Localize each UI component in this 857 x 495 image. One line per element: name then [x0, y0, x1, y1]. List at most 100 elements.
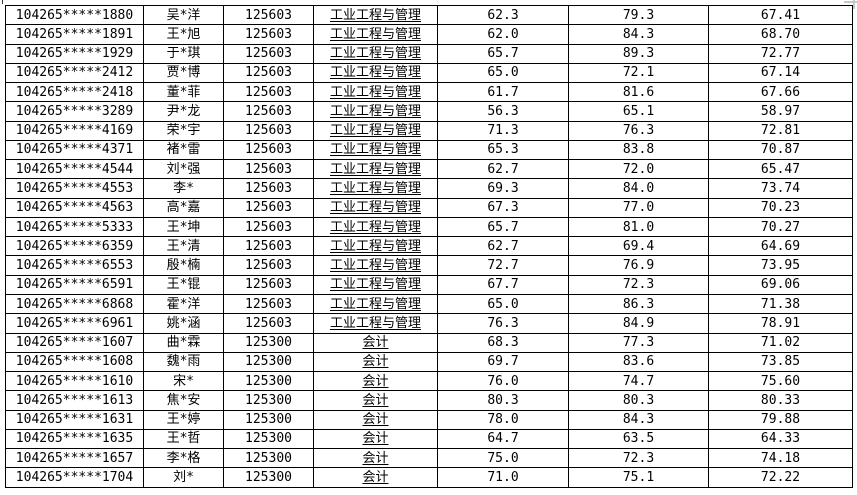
final-score: 67.14 [708, 62, 853, 84]
score-2: 81.0 [568, 216, 709, 238]
table-row: 104265*****1704 刘* 125300 会计 71.0 75.1 72.22 [5, 467, 853, 488]
table-row: 104265*****1657 李*格 125300 会计 75.0 72.3 74.18 [5, 448, 853, 469]
score-2: 65.1 [568, 101, 709, 122]
program-name: 会计 [313, 428, 438, 450]
score-1: 80.3 [437, 390, 569, 411]
candidate-id: 104265*****1891 [5, 24, 144, 45]
candidate-id: 104265*****3289 [5, 101, 144, 122]
final-score: 73.74 [708, 178, 853, 199]
program-name: 工业工程与管理 [313, 216, 438, 238]
candidate-name: 贾*博 [143, 62, 224, 84]
program-code: 125300 [223, 332, 314, 353]
score-1: 71.3 [437, 120, 569, 141]
score-1: 62.7 [437, 236, 569, 257]
final-score: 78.91 [708, 313, 853, 334]
table-row: 104265*****1635 王*哲 125300 会计 64.7 63.5 64.33 [5, 428, 853, 450]
score-2: 83.8 [568, 139, 709, 161]
score-2: 84.3 [568, 24, 709, 45]
results-table: 104265*****1880 吴*洋 125603 工业工程与管理 62.3 79.3 6… [5, 4, 853, 488]
program-code: 125603 [223, 313, 314, 334]
score-2: 72.3 [568, 448, 709, 469]
final-score: 72.22 [708, 467, 853, 488]
final-score: 70.23 [708, 197, 853, 218]
table-row: 104265*****1929 于*琪 125603 工业工程与管理 65.7 89.3 7… [5, 43, 853, 64]
program-name: 工业工程与管理 [313, 43, 438, 64]
score-2: 81.6 [568, 82, 709, 103]
candidate-id: 104265*****1704 [5, 467, 144, 488]
score-2: 84.3 [568, 409, 709, 430]
score-2: 76.9 [568, 255, 709, 276]
score-1: 61.7 [437, 82, 569, 103]
candidate-id: 104265*****6359 [5, 236, 144, 257]
candidate-id: 104265*****4169 [5, 120, 144, 141]
program-code: 125300 [223, 371, 314, 392]
table-row: 104265*****4553 李* 125603 工业工程与管理 69.3 84.0 73… [5, 178, 853, 199]
candidate-id: 104265*****6553 [5, 255, 144, 276]
candidate-name: 褚*雷 [143, 139, 224, 161]
program-code: 125603 [223, 216, 314, 238]
score-2: 69.4 [568, 236, 709, 257]
table-row: 104265*****1610 宋* 125300 会计 76.0 74.7 75.60 [5, 371, 853, 392]
candidate-name: 刘* [143, 467, 224, 488]
candidate-id: 104265*****4563 [5, 197, 144, 218]
program-code: 125300 [223, 467, 314, 488]
candidate-id: 104265*****1631 [5, 409, 144, 430]
final-score: 64.33 [708, 428, 853, 450]
score-2: 77.3 [568, 332, 709, 353]
candidate-id: 104265*****1610 [5, 371, 144, 392]
program-name: 工业工程与管理 [313, 236, 438, 257]
score-2: 80.3 [568, 390, 709, 411]
candidate-name: 李*格 [143, 448, 224, 469]
program-code: 125300 [223, 448, 314, 469]
final-score: 58.97 [708, 101, 853, 122]
final-score: 68.70 [708, 24, 853, 45]
candidate-name: 王*坤 [143, 216, 224, 238]
program-name: 工业工程与管理 [313, 178, 438, 199]
candidate-id: 104265*****2418 [5, 82, 144, 103]
candidate-name: 李* [143, 178, 224, 199]
score-1: 68.3 [437, 332, 569, 353]
score-1: 65.0 [437, 293, 569, 315]
program-name: 会计 [313, 390, 438, 411]
program-code: 125603 [223, 4, 314, 26]
candidate-id: 104265*****5333 [5, 216, 144, 238]
table-row: 104265*****6359 王*清 125603 工业工程与管理 62.7 69.4 6… [5, 236, 853, 257]
table-row: 104265*****1608 魏*雨 125300 会计 69.7 83.6 73.85 [5, 351, 853, 373]
final-score: 65.47 [708, 159, 853, 180]
table-row: 104265*****4563 高*嘉 125603 工业工程与管理 67.3 77.0 7… [5, 197, 853, 218]
program-code: 125603 [223, 101, 314, 122]
table-row: 104265*****4169 荣*宇 125603 工业工程与管理 71.3 76.3 7… [5, 120, 853, 141]
candidate-name: 殷*楠 [143, 255, 224, 276]
program-name: 会计 [313, 467, 438, 488]
program-code: 125603 [223, 236, 314, 257]
candidate-id: 104265*****6591 [5, 274, 144, 295]
program-code: 125603 [223, 274, 314, 295]
program-name: 工业工程与管理 [313, 101, 438, 122]
final-score: 70.87 [708, 139, 853, 161]
score-2: 89.3 [568, 43, 709, 64]
program-code: 125603 [223, 293, 314, 315]
table-row: 104265*****6591 王*锟 125603 工业工程与管理 67.7 72.3 6… [5, 274, 853, 295]
candidate-id: 104265*****1607 [5, 332, 144, 353]
table-row: 104265*****4544 刘*强 125603 工业工程与管理 62.7 72.0 6… [5, 159, 853, 180]
candidate-name: 董*菲 [143, 82, 224, 103]
final-score: 73.85 [708, 351, 853, 373]
program-name: 工业工程与管理 [313, 274, 438, 295]
score-1: 65.7 [437, 216, 569, 238]
program-name: 工业工程与管理 [313, 4, 438, 26]
score-1: 67.7 [437, 274, 569, 295]
candidate-id: 104265*****6961 [5, 313, 144, 334]
final-score: 80.33 [708, 390, 853, 411]
score-1: 72.7 [437, 255, 569, 276]
program-code: 125603 [223, 120, 314, 141]
candidate-name: 宋* [143, 371, 224, 392]
final-score: 73.95 [708, 255, 853, 276]
program-name: 会计 [313, 351, 438, 373]
table-row: 104265*****1891 王*旭 125603 工业工程与管理 62.0 84.3 6… [5, 24, 853, 45]
table-row: 104265*****1607 曲*霖 125300 会计 68.3 77.3 71.02 [5, 332, 853, 353]
program-code: 125300 [223, 409, 314, 430]
crop-artifact-top-right-horizontal [844, 1, 857, 3]
program-name: 会计 [313, 332, 438, 353]
score-1: 56.3 [437, 101, 569, 122]
